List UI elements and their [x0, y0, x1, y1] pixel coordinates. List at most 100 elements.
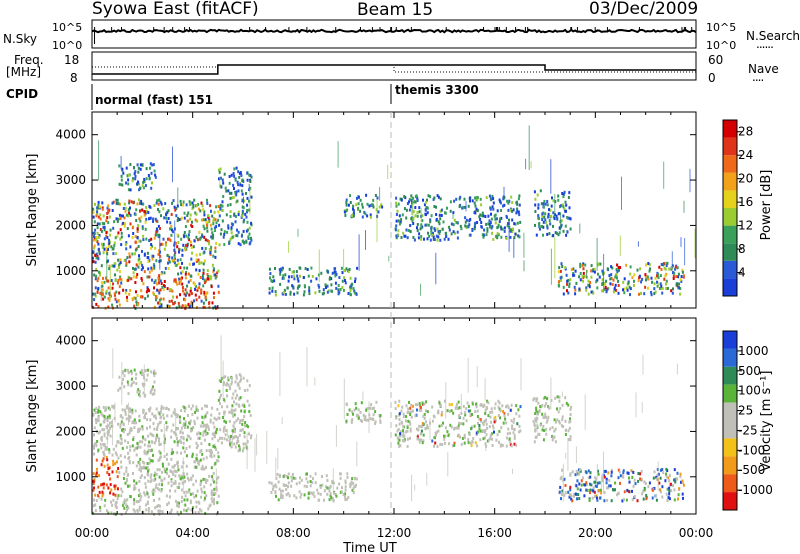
echo-cell	[546, 224, 549, 228]
echo-cell	[233, 442, 236, 446]
echo-cell	[469, 196, 472, 200]
echo-cell	[410, 403, 413, 407]
echo-cell	[119, 258, 122, 262]
echo-cell	[293, 274, 296, 278]
echo-cell	[160, 272, 163, 276]
echo-cell	[420, 425, 423, 429]
echo-cell	[317, 498, 320, 502]
echo-cell	[593, 270, 596, 274]
echo-cell	[490, 407, 493, 411]
echo-cell	[638, 274, 641, 278]
echo-cell	[114, 297, 117, 301]
echo-cell	[546, 397, 548, 401]
echo-cell	[142, 408, 145, 412]
echo-cell	[416, 229, 419, 232]
echo-cell	[426, 206, 429, 210]
echo-cell	[191, 455, 194, 458]
echo-cell	[93, 244, 96, 248]
echo-cell	[105, 425, 108, 429]
echo-cell	[567, 196, 570, 199]
echo-column	[435, 252, 437, 285]
echo-cell	[616, 263, 619, 267]
echo-cell	[166, 220, 169, 224]
echo-cell	[288, 275, 290, 279]
echo-cell	[100, 264, 103, 268]
echo-cell	[166, 210, 169, 214]
echo-cell	[633, 478, 636, 482]
echo-cell	[119, 454, 122, 458]
echo-cell	[198, 508, 201, 511]
echo-cell	[152, 492, 155, 496]
echo-cell	[136, 227, 139, 231]
echo-cell	[610, 276, 613, 280]
echo-cell	[229, 437, 232, 441]
echo-cell	[196, 219, 199, 223]
echo-cell	[517, 234, 520, 238]
echo-cell	[485, 222, 488, 226]
echo-cell	[290, 484, 293, 488]
echo-cell	[142, 411, 145, 414]
echo-cell	[426, 211, 429, 215]
echo-cell	[194, 511, 197, 515]
echo-cell	[129, 188, 132, 192]
echo-cell	[200, 495, 203, 499]
echo-cell	[106, 415, 109, 419]
echo-cell	[425, 206, 428, 210]
echo-cell	[490, 198, 493, 202]
echo-cell	[210, 466, 213, 470]
echo-cell	[119, 261, 122, 264]
echo-cell	[335, 272, 338, 276]
echo-cell	[541, 215, 544, 218]
echo-cell	[169, 469, 172, 473]
echo-cell	[197, 461, 199, 465]
echo-cell	[141, 227, 144, 231]
echo-cell	[362, 413, 365, 417]
echo-cell	[133, 502, 136, 506]
echo-cell	[151, 433, 154, 437]
echo-cell	[337, 284, 340, 287]
echo-cell	[107, 297, 110, 301]
echo-cell	[457, 433, 460, 437]
echo-cell	[195, 253, 198, 257]
echo-cell	[307, 492, 310, 496]
y-tick-label: 3000	[55, 379, 86, 393]
echo-cell	[317, 283, 320, 287]
echo-cell	[181, 304, 184, 308]
echo-cell	[140, 474, 143, 478]
echo-cell	[617, 265, 620, 269]
echo-cell	[103, 228, 106, 232]
echo-cell	[369, 213, 372, 217]
echo-cell	[164, 243, 167, 247]
echo-cell	[236, 180, 239, 184]
echo-cell	[431, 419, 434, 423]
echo-cell	[122, 430, 125, 434]
echo-cell	[156, 435, 159, 439]
echo-cell	[102, 225, 105, 229]
echo-cell	[154, 279, 157, 283]
echo-cell	[456, 407, 459, 410]
echo-cell	[156, 504, 159, 508]
echo-cell	[444, 426, 447, 430]
echo-cell	[507, 201, 510, 205]
echo-cell	[233, 421, 236, 425]
echo-cell	[587, 283, 590, 287]
echo-column	[256, 433, 258, 456]
echo-cell	[556, 395, 559, 399]
echo-cell	[98, 222, 101, 226]
echo-cell	[661, 291, 664, 295]
echo-cell	[476, 208, 479, 212]
echo-cell	[222, 383, 225, 386]
echo-cell	[96, 279, 99, 283]
echo-cell	[334, 274, 337, 278]
echo-cell	[110, 245, 113, 249]
power-echoes	[92, 125, 697, 310]
echo-cell	[426, 237, 429, 241]
echo-cell	[569, 472, 572, 476]
echo-cell	[569, 488, 572, 492]
echo-cell	[561, 192, 564, 195]
echo-cell	[152, 254, 155, 258]
echo-cell	[346, 472, 349, 476]
echo-cell	[486, 426, 489, 430]
echo-cell	[145, 217, 148, 221]
echo-cell	[606, 498, 609, 502]
